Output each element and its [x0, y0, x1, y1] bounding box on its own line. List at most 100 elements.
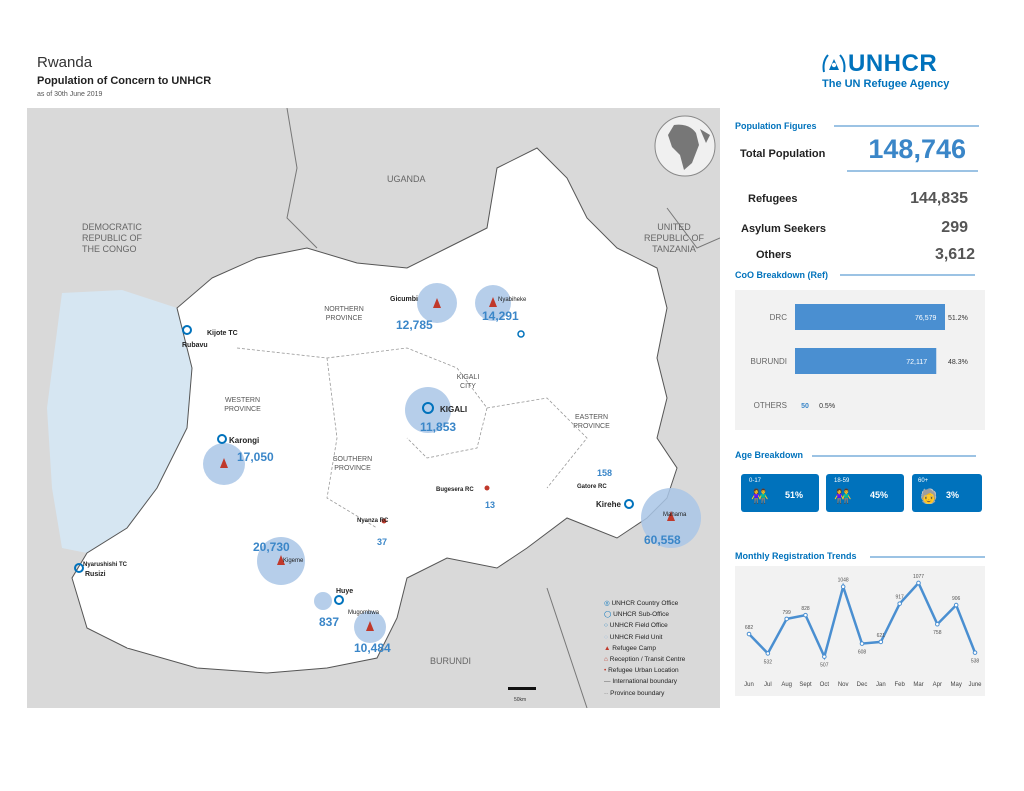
- lake-kivu: [47, 290, 192, 553]
- trend-section-title: Monthly Registration Trends: [735, 551, 857, 561]
- field-office-icon: ○: [604, 622, 608, 630]
- trend-point: [840, 584, 846, 590]
- province-label-southern: SOUTHERN PROVINCE: [332, 456, 373, 472]
- trend-x-tick: Nov: [838, 682, 849, 688]
- elderly-icon: 🧓: [920, 488, 938, 504]
- refugee-camp-icon: ▲: [604, 644, 611, 652]
- trend-point: [784, 616, 789, 622]
- trend-x-tick: Jun: [744, 682, 754, 688]
- trend-data-label: 507: [820, 663, 829, 669]
- site-name-nyarushishi: Nyarushishi TC: [83, 562, 128, 568]
- trend-data-label: 608: [858, 650, 867, 656]
- legend-item: ◎ UNHCR Country Office: [604, 600, 679, 607]
- site-name-kigali: KIGALI: [440, 405, 468, 414]
- country-label-tanzania: UNITED REPUBLIC OF TANZANIA: [643, 222, 704, 254]
- province-label-western: WESTERN PROVINCE: [224, 397, 261, 413]
- trend-x-tick: Jan: [876, 682, 886, 688]
- province-label-eastern: EASTERN PROVINCE: [573, 414, 610, 430]
- legend-item: — International boundary: [604, 678, 677, 686]
- field-office-icon: [217, 434, 227, 444]
- refugees-label: Refugees: [748, 193, 798, 205]
- site-name-gatore: Gatore RC: [577, 484, 607, 490]
- trend-point: [935, 621, 940, 627]
- legend-item: • Refugee Urban Location: [604, 667, 679, 675]
- refugees-value: 144,835: [910, 190, 968, 207]
- bubble-huye-urban: [314, 592, 332, 610]
- trend-x-tick: Mar: [913, 682, 923, 688]
- country-office-icon: ◎: [604, 600, 610, 607]
- site-name-bugesera: Bugesera RC: [436, 487, 474, 493]
- sub-office-icon: [182, 325, 192, 335]
- divider: [812, 455, 976, 457]
- trend-data-label: 621: [877, 633, 886, 639]
- total-population-label: Total Population: [740, 148, 826, 160]
- site-value-nyabiheke: 14,291: [482, 309, 519, 323]
- trend-data-label: 1048: [838, 578, 849, 584]
- site-value-nyanza: 37: [377, 537, 388, 547]
- divider: [870, 556, 985, 558]
- site-name-huye: Huye: [336, 588, 354, 595]
- trend-point: [803, 612, 808, 618]
- trend-data-label: 758: [933, 630, 942, 636]
- age-group-0-17: 0-17 👫 51%: [741, 474, 819, 512]
- adults-icon: 👫: [834, 488, 852, 504]
- registration-trend-chart: 682 Jun 532 Jul 799 Aug 828 Sept 507 Oct 1048 Nov 60…: [735, 566, 985, 696]
- trend-x-tick: May: [950, 682, 961, 688]
- asylum-seekers-value: 299: [941, 219, 968, 236]
- bubble-kigali: [405, 387, 451, 433]
- globe-inset-icon: [654, 115, 716, 177]
- asylum-seekers-label: Asylum Seekers: [741, 223, 826, 235]
- unhcr-logo-icon: [822, 54, 846, 73]
- logo-tagline: The UN Refugee Agency: [822, 78, 950, 90]
- international-boundary-icon: —: [604, 678, 611, 686]
- site-name-nyabiheke: Nyabiheke: [498, 297, 527, 303]
- site-name-kirehe: Kirehe: [596, 500, 621, 509]
- trend-point: [878, 639, 884, 645]
- trend-data-label: 532: [764, 659, 773, 665]
- trend-x-tick: Sept: [799, 682, 812, 688]
- trend-x-tick: Apr: [933, 682, 942, 688]
- trend-point: [859, 641, 865, 646]
- age-group-18-59: 18-59 👫 45%: [826, 474, 904, 512]
- rwanda-map: [27, 108, 720, 708]
- trend-data-label: 538: [971, 659, 980, 665]
- country-label-drc: DEMOCRATIC REPUBLIC OF THE CONGO: [82, 222, 143, 254]
- site-value-kigeme: 20,730: [253, 540, 290, 554]
- legend-item: ⌂ Reception / Transit Centre: [604, 656, 686, 664]
- province-label-kigali: KIGALI CITY: [456, 374, 480, 390]
- province-label-northern: NORTHERN PROVINCE: [324, 306, 364, 322]
- coo-bar-label: DRC: [770, 313, 788, 322]
- trend-point: [746, 631, 752, 637]
- trend-point: [972, 650, 978, 655]
- country-label-uganda: UGANDA: [387, 174, 426, 184]
- trend-point: [765, 651, 771, 656]
- rwanda-territory: [71, 147, 678, 674]
- legend-item: ◯ UNHCR Sub-Office: [604, 611, 669, 619]
- trend-data-label: 1077: [913, 574, 924, 580]
- coo-bar-value: 76,579: [915, 315, 937, 322]
- country-office-icon: [422, 402, 434, 414]
- legend-item: -- Province boundary: [604, 689, 665, 697]
- site-value-gatore: 158: [597, 468, 613, 478]
- trend-point: [916, 580, 921, 586]
- coo-bar-label: OTHERS: [754, 401, 787, 410]
- scale-label: 50km: [514, 697, 527, 703]
- as-of-date: as of 30th June 2019: [37, 91, 103, 98]
- site-value-karongi: 17,050: [237, 450, 274, 464]
- site-name-rubavu: Rubavu: [182, 342, 208, 349]
- coo-bar-value: 72,117: [906, 359, 927, 366]
- site-name-rusizi: Rusizi: [85, 571, 106, 578]
- coo-bar-pct: 51.2%: [948, 315, 968, 322]
- site-value-mugombwa: 10,484: [354, 641, 391, 655]
- coo-bar: [795, 348, 937, 374]
- children-icon: 👫: [751, 488, 769, 504]
- divider: [847, 170, 978, 172]
- scale-bar: [508, 687, 536, 690]
- trend-data-label: 799: [782, 610, 791, 616]
- urban-location-icon: •: [604, 667, 607, 675]
- site-name-gicumbi: Gicumbi: [390, 296, 419, 303]
- trend-data-label: 906: [952, 596, 961, 602]
- trend-x-tick: Dec: [857, 682, 868, 688]
- total-population-value: 148,746: [868, 134, 966, 164]
- trend-point: [822, 654, 827, 659]
